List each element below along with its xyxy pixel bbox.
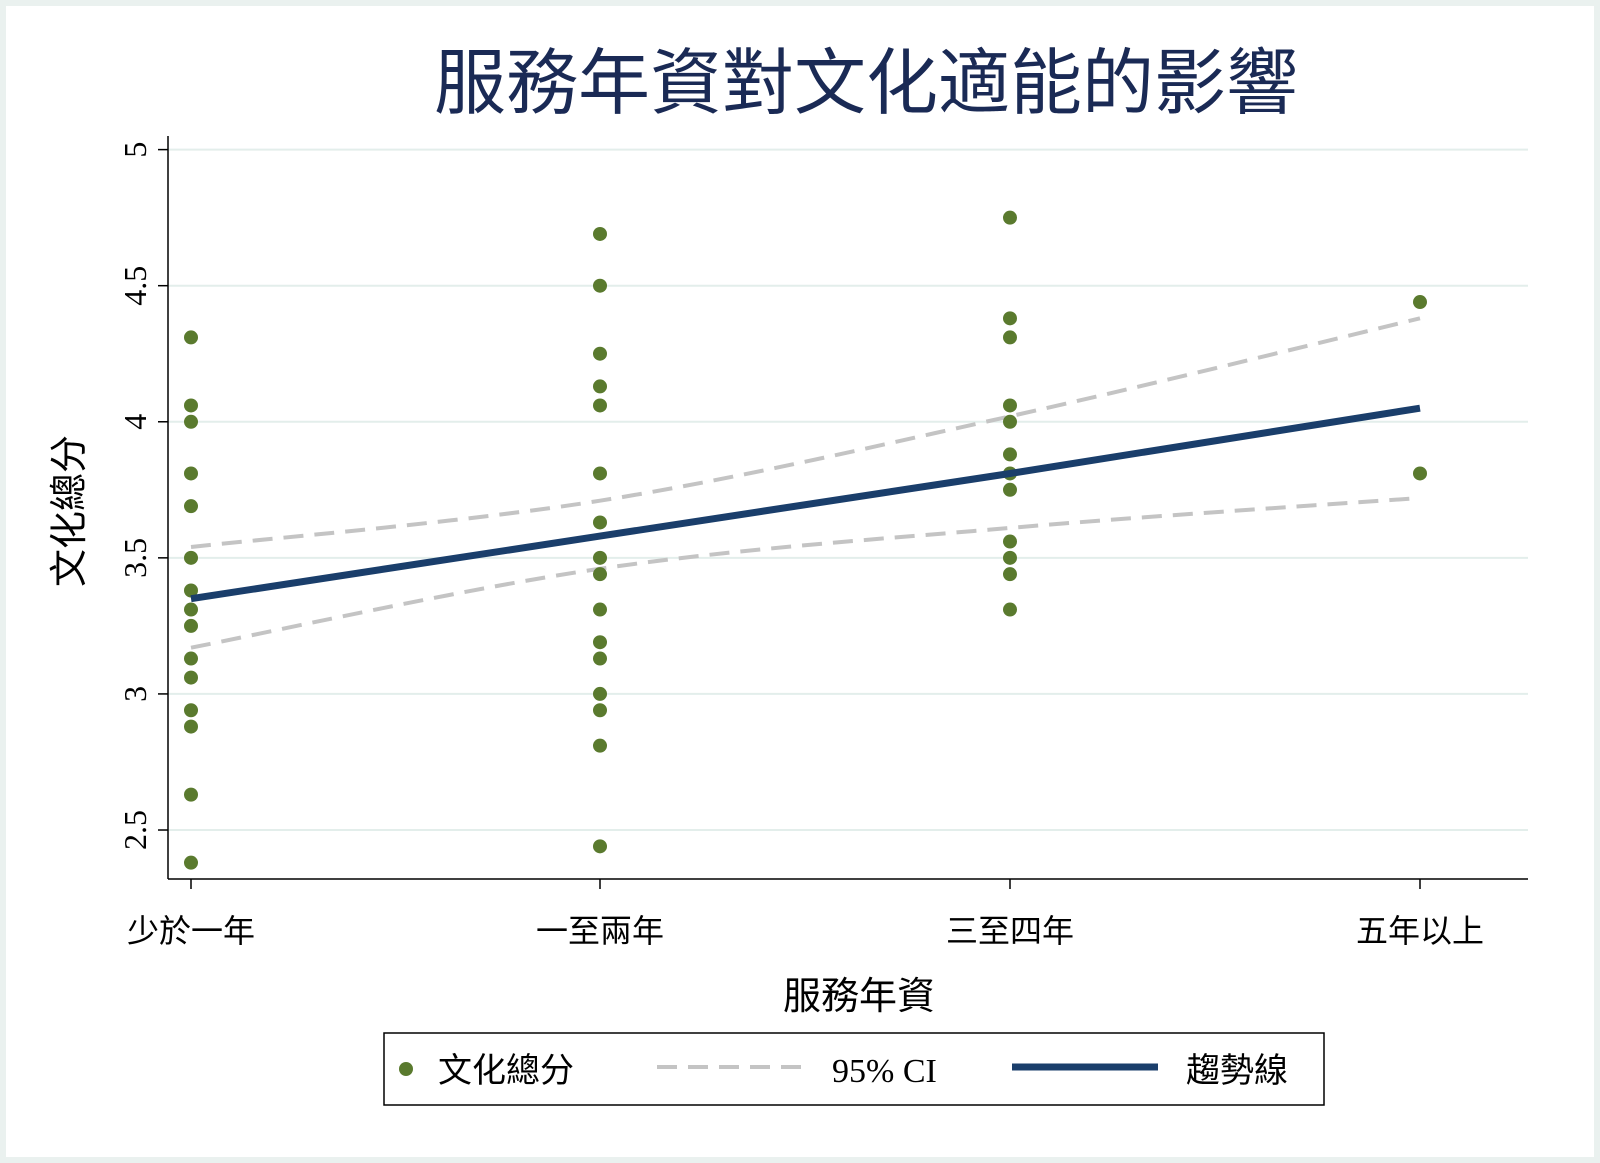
y-tick-label: 2.5 — [117, 810, 153, 850]
ci-upper-line — [190, 316, 1421, 549]
y-tick-label: 3 — [117, 686, 153, 702]
data-point — [184, 499, 198, 514]
chart-title: 服務年資對文化適能的影響 — [434, 44, 1298, 124]
data-point — [184, 414, 198, 429]
x-tick-label: 五年以上 — [1356, 912, 1484, 950]
data-point — [1003, 210, 1017, 225]
grid-lines — [168, 148, 1528, 832]
ci-lines — [190, 316, 1421, 650]
data-point — [593, 550, 607, 565]
data-point — [593, 635, 607, 650]
data-point — [1413, 466, 1427, 481]
data-point — [184, 855, 198, 870]
legend-label-trend: 趨勢線 — [1186, 1051, 1288, 1091]
data-point — [593, 686, 607, 701]
data-point — [593, 839, 607, 854]
legend-label-points: 文化總分 — [438, 1051, 574, 1091]
data-point — [1003, 398, 1017, 413]
x-tick-label: 少於一年 — [127, 912, 255, 950]
axes: 2.5 3 3.5 4 4.5 5 少於一年 一至兩年 三至四年 五年以上 — [117, 136, 1528, 950]
chart-svg: 2.5 3 3.5 4 4.5 5 少於一年 一至兩年 三至四年 五年以上 服務年資對文化適能的影… — [47, 44, 1528, 1106]
data-point — [1003, 482, 1017, 497]
data-point — [184, 618, 198, 633]
scatter-points — [184, 210, 1427, 870]
data-point — [1003, 550, 1017, 565]
data-point — [184, 602, 198, 617]
data-point — [593, 346, 607, 361]
ci-lower-line — [190, 495, 1421, 650]
data-point — [593, 602, 607, 617]
data-point — [593, 398, 607, 413]
y-tick-label: 4 — [117, 414, 153, 430]
y-tick-label: 4.5 — [117, 266, 153, 306]
data-point — [593, 278, 607, 293]
data-point — [184, 670, 198, 685]
data-point — [184, 330, 198, 345]
data-point — [184, 787, 198, 802]
y-tick-label: 3.5 — [117, 538, 153, 578]
data-point — [1003, 534, 1017, 549]
data-point — [593, 466, 607, 481]
data-point — [1413, 295, 1427, 310]
x-axis-label: 服務年資 — [783, 974, 935, 1018]
trend-line-group — [190, 404, 1421, 603]
data-point — [593, 379, 607, 394]
data-point — [184, 550, 198, 565]
data-point — [1003, 602, 1017, 617]
data-point — [593, 226, 607, 241]
data-point — [1003, 414, 1017, 429]
x-tick-label: 三至四年 — [946, 912, 1074, 950]
data-point — [184, 703, 198, 718]
legend-marker-points — [399, 1062, 413, 1076]
data-point — [184, 466, 198, 481]
data-point — [184, 398, 198, 413]
y-tick-label: 5 — [117, 142, 153, 158]
data-point — [1003, 447, 1017, 462]
trend-line — [190, 404, 1421, 603]
x-tick-label: 一至兩年 — [536, 912, 664, 950]
data-point — [1003, 311, 1017, 326]
data-point — [593, 651, 607, 666]
data-point — [1003, 567, 1017, 582]
data-point — [184, 651, 198, 666]
chart-frame: 2.5 3 3.5 4 4.5 5 少於一年 一至兩年 三至四年 五年以上 服務年資對文化適能的影… — [6, 6, 1594, 1157]
y-axis-label: 文化總分 — [47, 435, 91, 587]
data-point — [593, 738, 607, 753]
legend: 文化總分 95% CI 趨勢線 — [383, 1032, 1325, 1106]
data-point — [184, 583, 198, 598]
legend-box — [383, 1032, 1325, 1106]
data-point — [1003, 330, 1017, 345]
data-point — [593, 703, 607, 718]
data-point — [593, 567, 607, 582]
legend-label-ci: 95% CI — [832, 1053, 937, 1090]
data-point — [184, 719, 198, 734]
data-point — [593, 515, 607, 530]
